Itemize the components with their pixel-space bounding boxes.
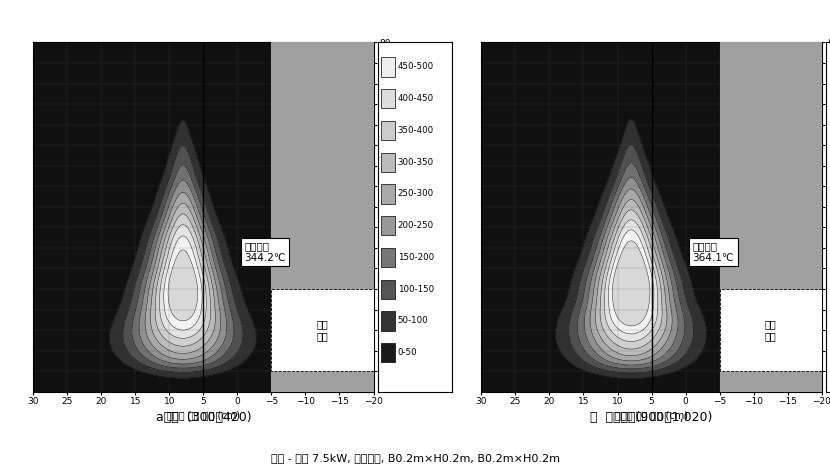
Text: 100-150: 100-150 — [398, 285, 434, 294]
Text: 350-400: 350-400 — [398, 126, 434, 135]
Bar — [382, 248, 395, 267]
Bar — [382, 343, 395, 362]
Text: 150-200: 150-200 — [398, 253, 434, 262]
Text: 양측
개구: 양측 개구 — [764, 320, 777, 341]
Text: 내부온도
364.1℃: 내부온도 364.1℃ — [692, 241, 734, 263]
Text: 250-300: 250-300 — [398, 189, 434, 198]
Bar — [382, 280, 395, 299]
Bar — [382, 185, 395, 203]
Text: 300-350: 300-350 — [398, 158, 434, 167]
X-axis label: 열전대 설치 간격 (cm): 열전대 설치 간격 (cm) — [167, 411, 240, 421]
Bar — [382, 152, 395, 172]
Text: 50-100: 50-100 — [398, 316, 428, 325]
Text: a구간  (300～420): a구간 (300～420) — [155, 411, 251, 424]
Bar — [382, 89, 395, 109]
Bar — [720, 42, 822, 392]
Text: 0-50: 0-50 — [398, 348, 417, 357]
Bar — [720, 289, 822, 371]
Bar — [382, 58, 395, 76]
Text: 조건 - 화원 7.5kW, 양측개구, B0.2m×H0.2m, B0.2m×H0.2m: 조건 - 화원 7.5kW, 양측개구, B0.2m×H0.2m, B0.2m×… — [271, 453, 559, 463]
X-axis label: 열전대 설치 간격 (cm): 열전대 설치 간격 (cm) — [615, 411, 688, 421]
Text: 450-500: 450-500 — [398, 62, 434, 71]
Bar — [271, 42, 374, 392]
Text: 내부온도
344.2℃: 내부온도 344.2℃ — [244, 241, 286, 263]
Bar — [382, 312, 395, 330]
Bar — [271, 289, 374, 371]
Text: 400-450: 400-450 — [398, 94, 434, 103]
Text: 200-250: 200-250 — [398, 221, 434, 230]
Text: 준  정상상태(900～1,020): 준 정상상태(900～1,020) — [590, 411, 713, 424]
Y-axis label: 열전대 설치 간격 (cm): 열전대 설치 간격 (cm) — [395, 181, 405, 253]
Text: 양측
개구: 양측 개구 — [316, 320, 329, 341]
Bar — [382, 121, 395, 140]
Bar — [382, 216, 395, 236]
